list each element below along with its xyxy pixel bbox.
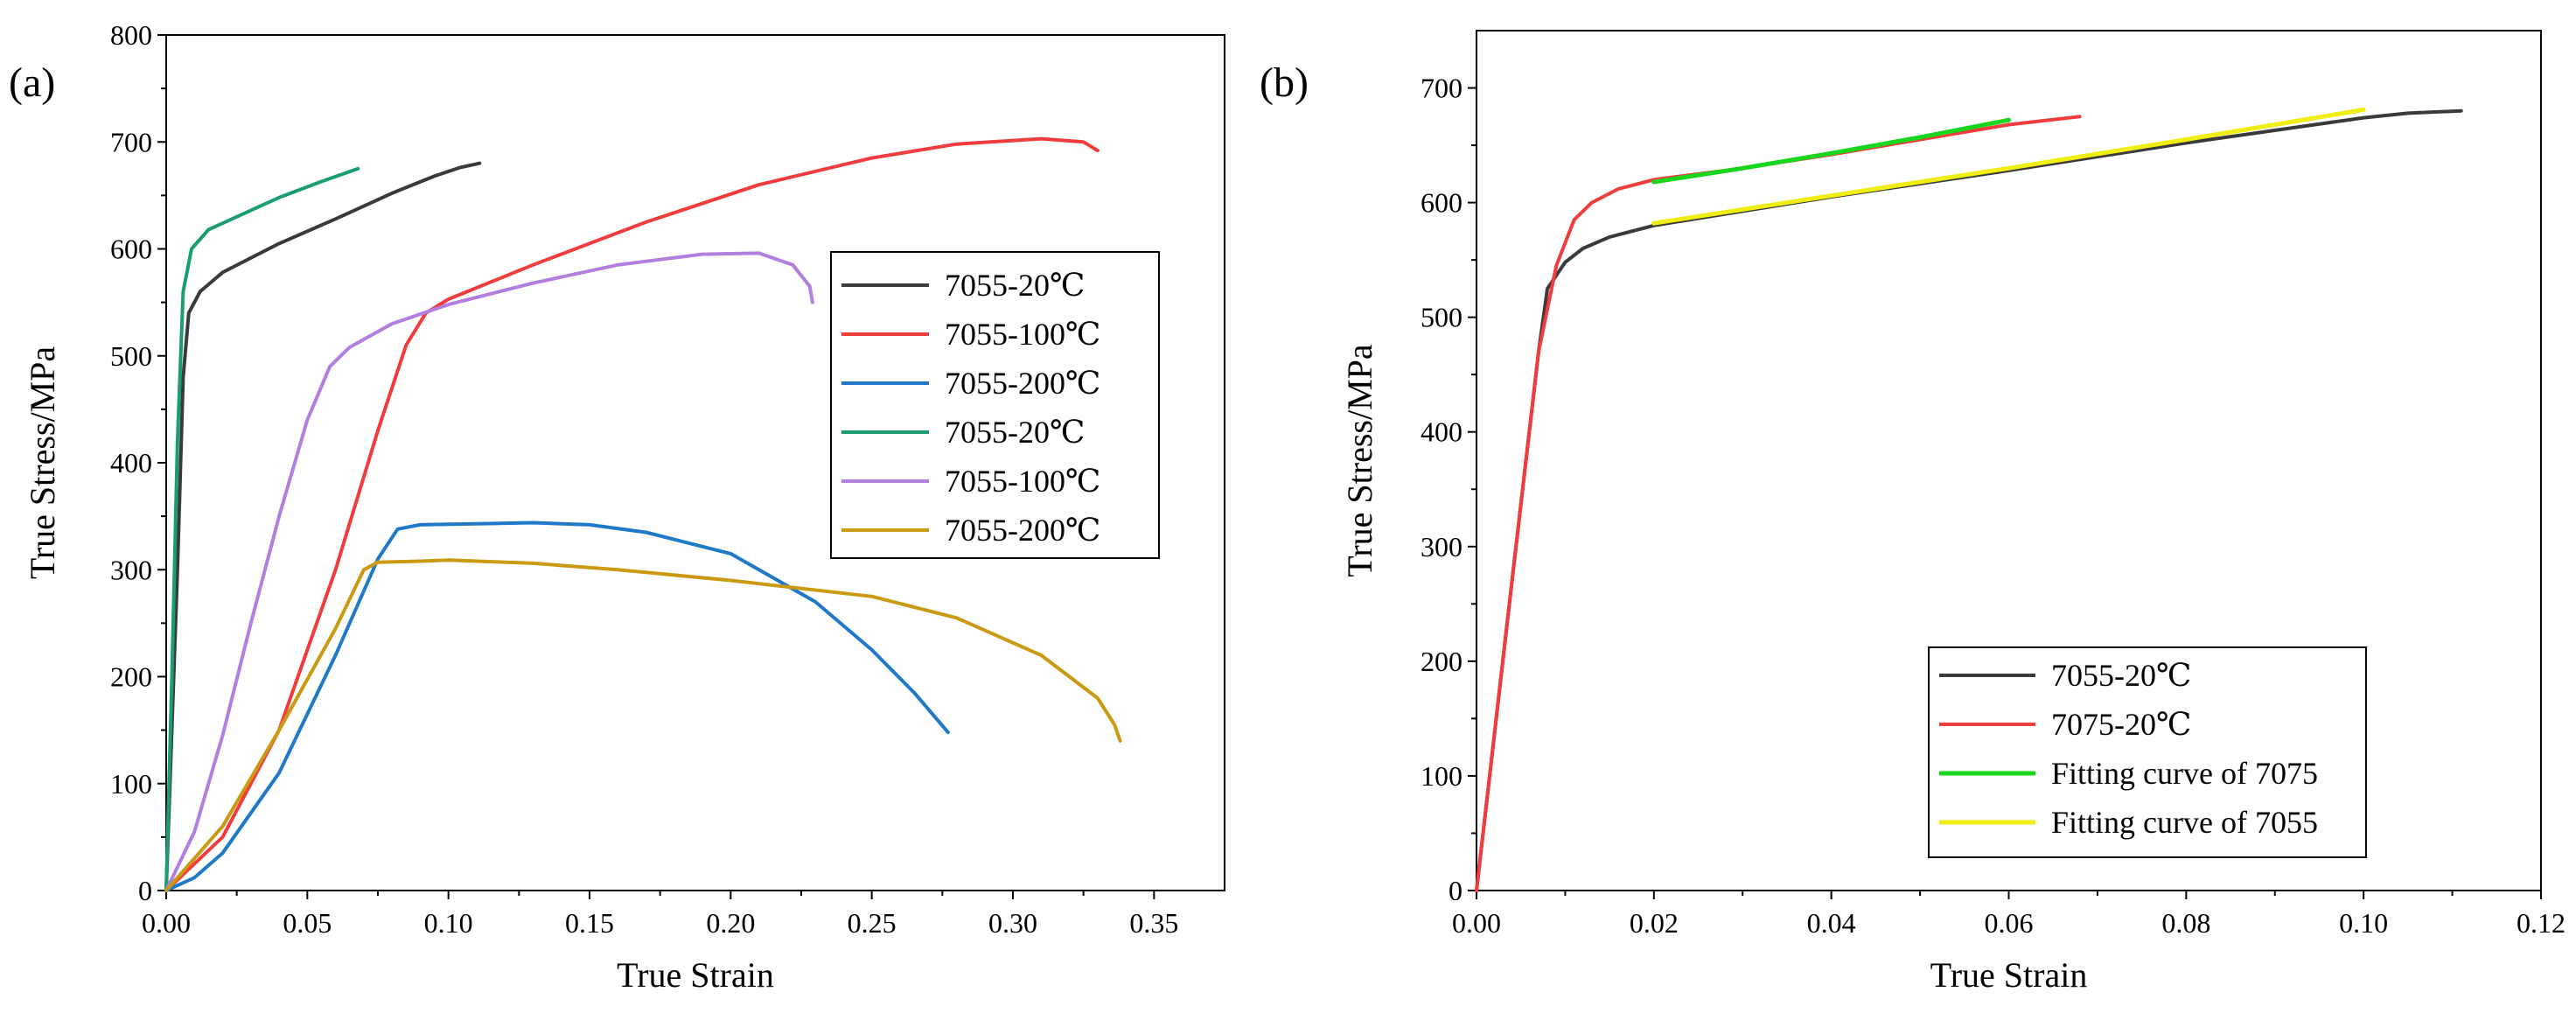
y-axis-label: True Stress/MPa [23,346,62,580]
x-tick-label: 0.15 [565,907,614,939]
y-axis-label: True Stress/MPa [1340,344,1379,577]
series-line [1475,115,2082,892]
panel-label: (b) [1260,59,1309,106]
legend-box [830,251,1160,559]
legend: 7055-20℃ 7055-100℃ 7055-200℃ 7055-20℃ 7055-1… [830,251,1160,559]
x-axis-label: True Strain [1930,955,2088,995]
chart-panel-a: 0.00 0.05 0.10 0.15 0.20 0.25 0.30 0.35 0 100 200 3… [9,19,1225,995]
x-tick-label: 0.02 [1630,907,1679,939]
series-line [164,166,360,892]
y-tick-label: 100 [1421,760,1463,792]
chart-panel-b: 0.00 0.02 0.04 0.06 0.08 0.10 0.12 0 100 200 300 40… [1260,30,2566,995]
legend-entry: 7055-200℃ [945,513,1100,548]
y-tick-label: 400 [1421,416,1463,448]
series-line [164,136,1100,892]
x-tick-label: 0.30 [988,907,1037,939]
y-tick-label: 700 [1421,73,1463,104]
y-tick-label: 600 [110,234,152,265]
legend-entry: 7075-20℃ [2051,707,2191,742]
x-axis-label: True Strain [617,955,774,995]
series-line [164,558,1122,892]
y-tick-label: 100 [110,768,152,800]
x-tick-label: 0.20 [706,907,755,939]
series-line [164,251,814,892]
legend-entry: 7055-20℃ [945,268,1085,303]
y-tick-label: 600 [1421,187,1463,219]
y-tick-label: 300 [110,554,152,585]
x-tick-label: 0.06 [1985,907,2034,939]
y-tick-label: 300 [1421,531,1463,562]
x-tick-label: 0.08 [2161,907,2210,939]
legend-entry: Fitting curve of 7075 [2051,756,2318,791]
y-tick-label: 400 [110,447,152,479]
y-tick-label: 200 [1421,646,1463,677]
legend-entry: 7055-20℃ [2051,658,2191,693]
y-tick-label: 500 [110,340,152,372]
x-tick-label: 0.35 [1129,907,1178,939]
x-tick-label: 0.12 [2517,907,2566,939]
y-tick-label: 800 [110,19,152,51]
x-tick-label: 0.00 [142,907,191,939]
y-tick-label: 0 [1449,875,1463,906]
series-line [1651,117,2011,185]
y-tick-label: 200 [110,661,152,693]
series-line [164,520,950,892]
legend-entry: 7055-100℃ [945,317,1100,352]
x-tick-label: 0.10 [2339,907,2388,939]
x-tick-label: 0.04 [1807,907,1856,939]
panel-label: (a) [9,59,55,106]
x-tick-label: 0.00 [1452,907,1501,939]
y-tick-label: 700 [110,126,152,157]
legend-entry: 7055-200℃ [945,366,1100,401]
y-tick-label: 500 [1421,302,1463,333]
series-line [164,161,482,892]
legend: 7055-20℃ 7075-20℃ Fitting curve of 7075 Fit… [1928,646,2367,858]
x-tick-label: 0.05 [283,907,332,939]
legend-entry: 7055-100℃ [945,464,1100,499]
y-tick-label: 0 [138,875,152,906]
legend-entry: 7055-20℃ [945,415,1085,450]
legend-entry: Fitting curve of 7055 [2051,805,2318,840]
x-tick-label: 0.25 [848,907,897,939]
series-line [1651,107,2366,226]
x-tick-label: 0.10 [424,907,473,939]
